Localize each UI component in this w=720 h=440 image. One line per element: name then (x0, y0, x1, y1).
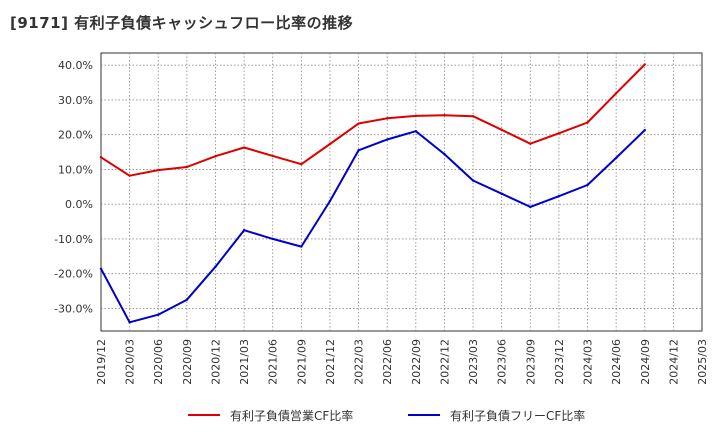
series-layer (99, 63, 646, 324)
x-tick-label: 2024/09 (639, 339, 652, 385)
y-tick-label: 0.0% (65, 198, 93, 211)
x-tick-label: 2019/12 (95, 339, 108, 385)
data-point (128, 174, 131, 177)
x-tick-label: 2022/03 (353, 339, 366, 385)
x-tick-label: 2020/03 (124, 339, 137, 385)
x-tick-label: 2021/06 (267, 339, 280, 385)
x-tick-label: 2020/12 (209, 339, 222, 385)
data-point (529, 205, 532, 209)
x-tick-label: 2023/03 (467, 339, 480, 385)
data-point (471, 115, 475, 118)
y-tick-label: 30.0% (58, 94, 93, 107)
data-point (414, 129, 418, 133)
x-tick-label: 2024/06 (610, 339, 623, 385)
chart-title: [9171] 有利子負債キャッシュフロー比率の推移 (10, 14, 354, 32)
y-tick-label: -30.0% (54, 302, 93, 315)
data-point (414, 114, 418, 118)
plot-area (100, 52, 703, 332)
data-point (300, 245, 303, 248)
x-tick-label: 2023/09 (524, 339, 537, 385)
data-point (471, 179, 475, 182)
x-tick-label: 2021/03 (238, 339, 251, 385)
y-tick-label: 10.0% (58, 163, 93, 176)
y-tick-label: 40.0% (58, 59, 93, 72)
data-point (214, 265, 217, 268)
data-point (99, 267, 103, 270)
data-point (157, 168, 160, 172)
data-point (300, 163, 303, 166)
data-point (271, 154, 274, 158)
data-point (500, 192, 503, 195)
x-tick-label: 2020/06 (152, 339, 165, 385)
data-point (271, 237, 274, 241)
x-tick-label: 2022/09 (410, 339, 423, 385)
data-point (357, 149, 360, 152)
data-point (128, 321, 131, 324)
x-tick-label: 2021/12 (324, 339, 337, 385)
data-point (185, 298, 189, 301)
grid-layer (100, 52, 703, 332)
x-tick-label: 2023/12 (553, 339, 566, 385)
data-point (586, 121, 589, 124)
data-point (214, 155, 217, 158)
data-point (643, 63, 646, 66)
data-point (328, 199, 332, 203)
data-point (99, 156, 103, 159)
data-point (500, 128, 503, 131)
data-point (614, 92, 618, 95)
x-tick-label: 2023/06 (496, 339, 509, 385)
data-point (557, 194, 561, 198)
data-point (185, 165, 189, 169)
data-point (157, 313, 160, 316)
legend-label: 有利子負債フリーCF比率 (450, 408, 585, 423)
x-tick-label: 2025/03 (696, 339, 709, 385)
y-tick-label: -10.0% (54, 233, 93, 246)
data-point (586, 183, 589, 187)
x-tick-label: 2024/12 (667, 339, 680, 385)
data-point (242, 146, 246, 149)
data-point (357, 122, 360, 125)
data-point (529, 142, 532, 145)
data-point (443, 152, 446, 156)
legend: 有利子負債営業CF比率 有利子負債フリーCF比率 (188, 408, 585, 423)
x-tick-label: 2021/09 (295, 339, 308, 385)
data-point (557, 132, 561, 135)
axis-layer: -30.0% -20.0% -10.0% 0.0% 10.0% 20.0% 30.0% 40.… (54, 59, 709, 385)
series-line-1 (100, 63, 646, 177)
legend-label: 有利子負債営業CF比率 (230, 408, 353, 423)
y-tick-label: 20.0% (58, 129, 93, 142)
x-tick-label: 2022/12 (438, 339, 451, 385)
data-point (385, 138, 389, 141)
data-point (443, 114, 446, 117)
series-line-2 (100, 129, 646, 324)
x-tick-label: 2020/09 (181, 339, 194, 385)
data-point (242, 229, 246, 232)
data-point (328, 142, 332, 146)
x-tick-label: 2022/06 (381, 339, 394, 385)
data-point (614, 156, 618, 160)
x-tick-label: 2024/03 (582, 339, 595, 385)
data-point (643, 128, 646, 132)
data-point (385, 117, 389, 120)
y-tick-label: -20.0% (54, 268, 93, 281)
